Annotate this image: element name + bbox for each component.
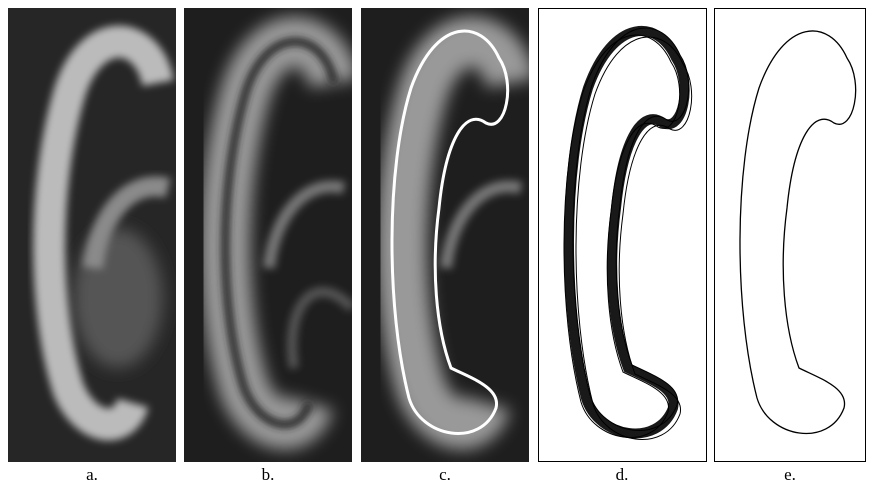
panel-label: b. [262, 465, 275, 484]
panel-a [8, 8, 176, 462]
panel-e [715, 9, 866, 462]
panel-label: a. [86, 465, 98, 484]
panel-b [184, 8, 352, 462]
panel-label: e. [784, 465, 796, 484]
panel-d [539, 9, 707, 462]
panel-label: c. [439, 465, 451, 484]
panel-c [361, 8, 529, 462]
panel-label: d. [616, 465, 629, 484]
figure: a. b. c. d. e. [0, 0, 874, 486]
